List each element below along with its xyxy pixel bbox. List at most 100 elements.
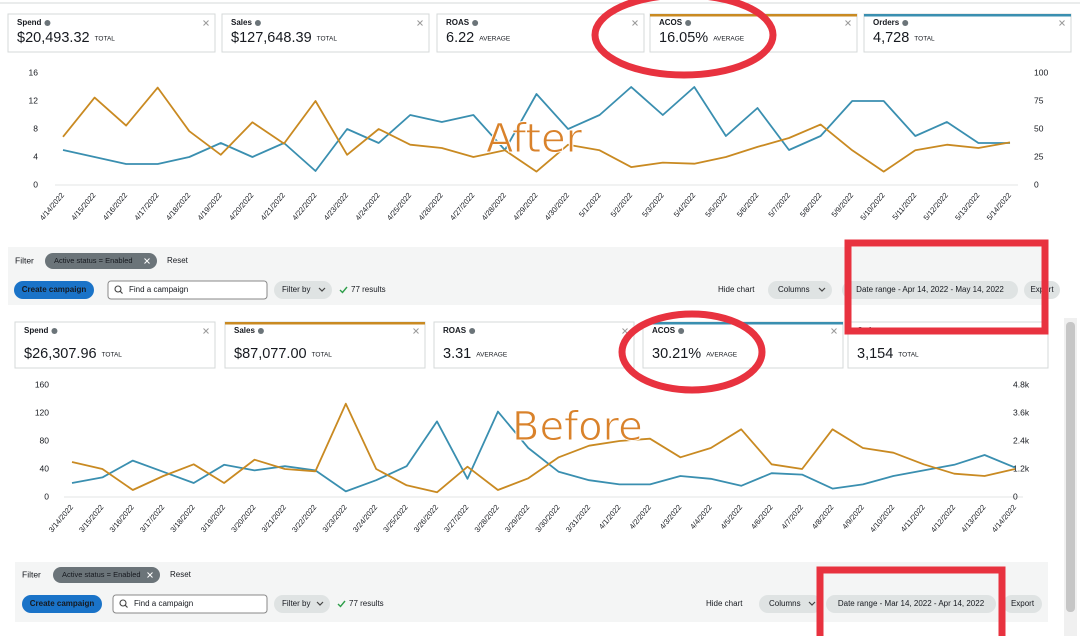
y-tick-label: 12 <box>29 95 39 105</box>
reset-link[interactable]: Reset <box>167 256 189 265</box>
annotation-text: Before <box>512 404 643 450</box>
info-icon <box>472 20 479 26</box>
hide-chart-link[interactable]: Hide chart <box>706 599 743 608</box>
metric-label: Spend <box>17 18 42 27</box>
search-icon-handle <box>119 290 123 294</box>
search-icon-handle <box>124 604 128 608</box>
hide-chart-link[interactable]: Hide chart <box>718 285 755 294</box>
close-icon[interactable] <box>831 328 837 334</box>
y-tick-label: 4 <box>33 151 38 161</box>
dropdown-chevron <box>318 287 326 292</box>
columns-dropdown[interactable] <box>768 281 832 299</box>
info-icon <box>685 20 692 26</box>
scrollbar-thumb[interactable] <box>1066 322 1075 612</box>
filter-label: Filter <box>15 255 34 265</box>
metric-card[interactable] <box>14 321 216 369</box>
columns-dropdown[interactable] <box>759 595 822 613</box>
metric-value: 4,728 <box>873 30 909 46</box>
filter-by-label: Filter by <box>282 285 310 294</box>
data-line <box>71 402 1016 494</box>
metric-value: 6.22 <box>446 30 474 46</box>
metric-card[interactable] <box>863 13 1072 53</box>
metric-unit: TOTAL <box>898 352 919 359</box>
filter-by-dropdown[interactable] <box>274 281 332 299</box>
annotation-text: After <box>486 116 583 162</box>
search-icon <box>119 599 127 607</box>
check-icon <box>339 286 348 294</box>
close-icon[interactable] <box>1059 20 1065 26</box>
search-icon <box>114 285 122 293</box>
metric-value: 3.31 <box>443 346 471 362</box>
metric-card[interactable] <box>221 13 430 53</box>
info-icon <box>254 20 261 26</box>
results-count: 77 results <box>351 285 386 294</box>
y2-tick-label: 50 <box>1034 123 1044 133</box>
annotation-overlay <box>591 0 1049 636</box>
metric-unit: TOTAL <box>95 36 116 43</box>
metric-unit: AVERAGE <box>476 352 508 359</box>
y-tick-label: 0 <box>33 179 38 189</box>
create-campaign-button[interactable] <box>22 595 102 613</box>
check-icon <box>337 600 346 608</box>
metric-card[interactable] <box>7 13 216 53</box>
metric-card-accent <box>864 14 1071 17</box>
close-icon[interactable] <box>632 20 638 26</box>
red-circle <box>591 0 777 79</box>
metric-value: 16.05% <box>659 30 708 46</box>
search-placeholder: Find a campaign <box>134 599 193 608</box>
close-icon[interactable] <box>413 328 419 334</box>
search-placeholder: Find a campaign <box>129 285 188 294</box>
chip-remove-icon[interactable] <box>147 572 153 578</box>
filter-label: Filter <box>22 569 41 579</box>
results-count: 77 results <box>349 599 384 608</box>
info-icon <box>678 328 685 334</box>
filter-by-dropdown[interactable] <box>274 595 330 613</box>
y2-tick-label: 3.6k <box>1013 407 1030 417</box>
date-range-button[interactable] <box>842 281 1018 299</box>
y2-tick-label: 100 <box>1034 67 1048 77</box>
info-icon <box>902 20 909 26</box>
red-rectangle <box>844 239 1049 335</box>
columns-label: Columns <box>778 285 810 294</box>
y-tick-label: 160 <box>35 379 49 389</box>
filter-chip-text: Active status = Enabled <box>54 256 133 265</box>
metric-label: Sales <box>234 326 255 335</box>
data-line <box>62 86 1011 173</box>
info-icon <box>469 328 476 334</box>
search-input[interactable] <box>107 280 268 300</box>
filter-chip[interactable] <box>45 253 157 269</box>
filter-chip[interactable] <box>53 567 160 583</box>
metric-unit: AVERAGE <box>479 36 511 43</box>
close-icon[interactable] <box>203 328 209 334</box>
y-tick-label: 16 <box>29 67 39 77</box>
metric-label: ACOS <box>652 326 676 335</box>
metric-card[interactable] <box>436 13 645 53</box>
metric-card[interactable] <box>649 13 858 53</box>
metric-card-accent <box>650 14 857 17</box>
filter-by-label: Filter by <box>282 599 310 608</box>
filter-chip-text: Active status = Enabled <box>62 570 141 579</box>
metric-label: ROAS <box>443 326 467 335</box>
close-icon[interactable] <box>845 20 851 26</box>
y-tick-label: 40 <box>40 463 50 473</box>
date-range-label: Date range - Apr 14, 2022 - May 14, 2022 <box>856 285 1004 294</box>
y-tick-label: 8 <box>33 123 38 133</box>
y2-tick-label: 0 <box>1013 491 1018 501</box>
create-campaign-button[interactable] <box>14 281 94 299</box>
metric-card[interactable] <box>433 321 635 369</box>
close-icon[interactable] <box>203 20 209 26</box>
date-range-button[interactable] <box>826 595 996 613</box>
chip-remove-icon[interactable] <box>144 258 150 264</box>
reset-link[interactable]: Reset <box>170 570 192 579</box>
y2-tick-label: 25 <box>1034 151 1044 161</box>
info-icon <box>51 328 58 334</box>
metric-unit: TOTAL <box>317 36 338 43</box>
metric-card-accent <box>225 322 425 325</box>
search-input[interactable] <box>112 594 268 614</box>
metric-value: $127,648.39 <box>231 30 312 46</box>
metric-unit: TOTAL <box>914 36 935 43</box>
export-button[interactable] <box>1003 595 1042 613</box>
close-icon[interactable] <box>417 20 423 26</box>
y-tick-label: 0 <box>44 491 49 501</box>
